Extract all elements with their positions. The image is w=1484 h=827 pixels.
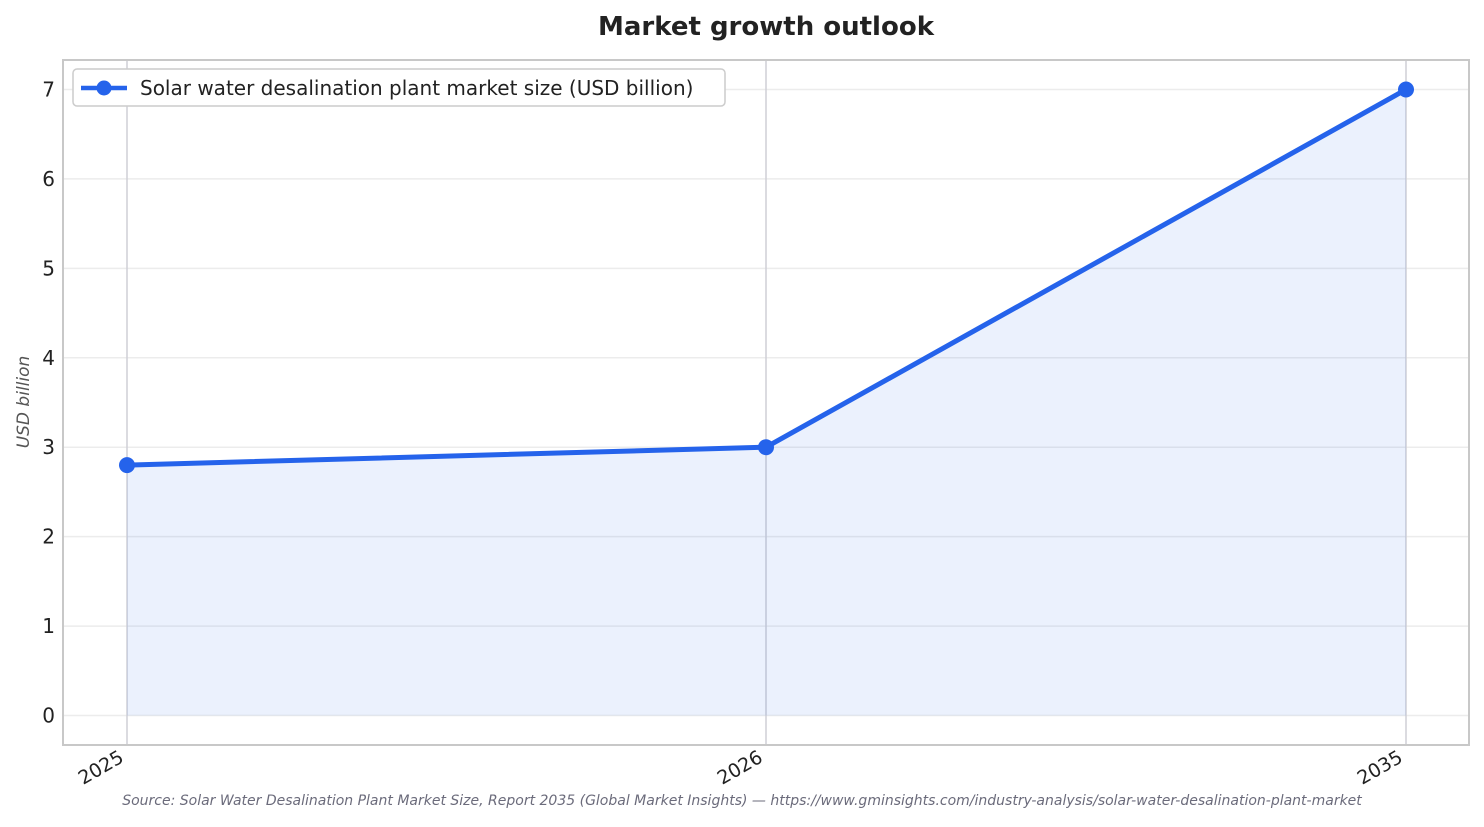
chart-title: Market growth outlook <box>598 12 935 42</box>
x-tick-label: 2035 <box>1354 746 1407 789</box>
y-tick-label: 6 <box>42 167 55 191</box>
legend-label: Solar water desalination plant market si… <box>140 76 693 100</box>
plot-frame <box>62 59 1470 746</box>
x-tick-label: 2026 <box>714 746 767 789</box>
x-tick-label: 2025 <box>75 746 128 789</box>
y-tick-label: 2 <box>42 525 55 549</box>
data-point <box>119 457 135 474</box>
y-tick-label: 3 <box>42 435 55 459</box>
y-tick-label: 0 <box>42 703 55 727</box>
area-layer <box>127 89 1406 716</box>
grid <box>63 60 1469 745</box>
source-note: Source: Solar Water Desalination Plant M… <box>122 793 1362 809</box>
legend-box <box>72 68 726 107</box>
y-axis-label: USD billion <box>14 356 34 449</box>
legend-marker <box>96 80 112 96</box>
y-tick-label: 4 <box>42 346 55 370</box>
data-point <box>758 439 774 456</box>
line-layer <box>119 81 1414 474</box>
data-point <box>1398 81 1414 98</box>
y-tick-label: 7 <box>42 78 55 102</box>
legend: Solar water desalination plant market si… <box>72 68 726 107</box>
series-area <box>127 89 1406 716</box>
y-tick-label: 5 <box>42 256 55 280</box>
y-tick-label: 1 <box>42 614 55 638</box>
